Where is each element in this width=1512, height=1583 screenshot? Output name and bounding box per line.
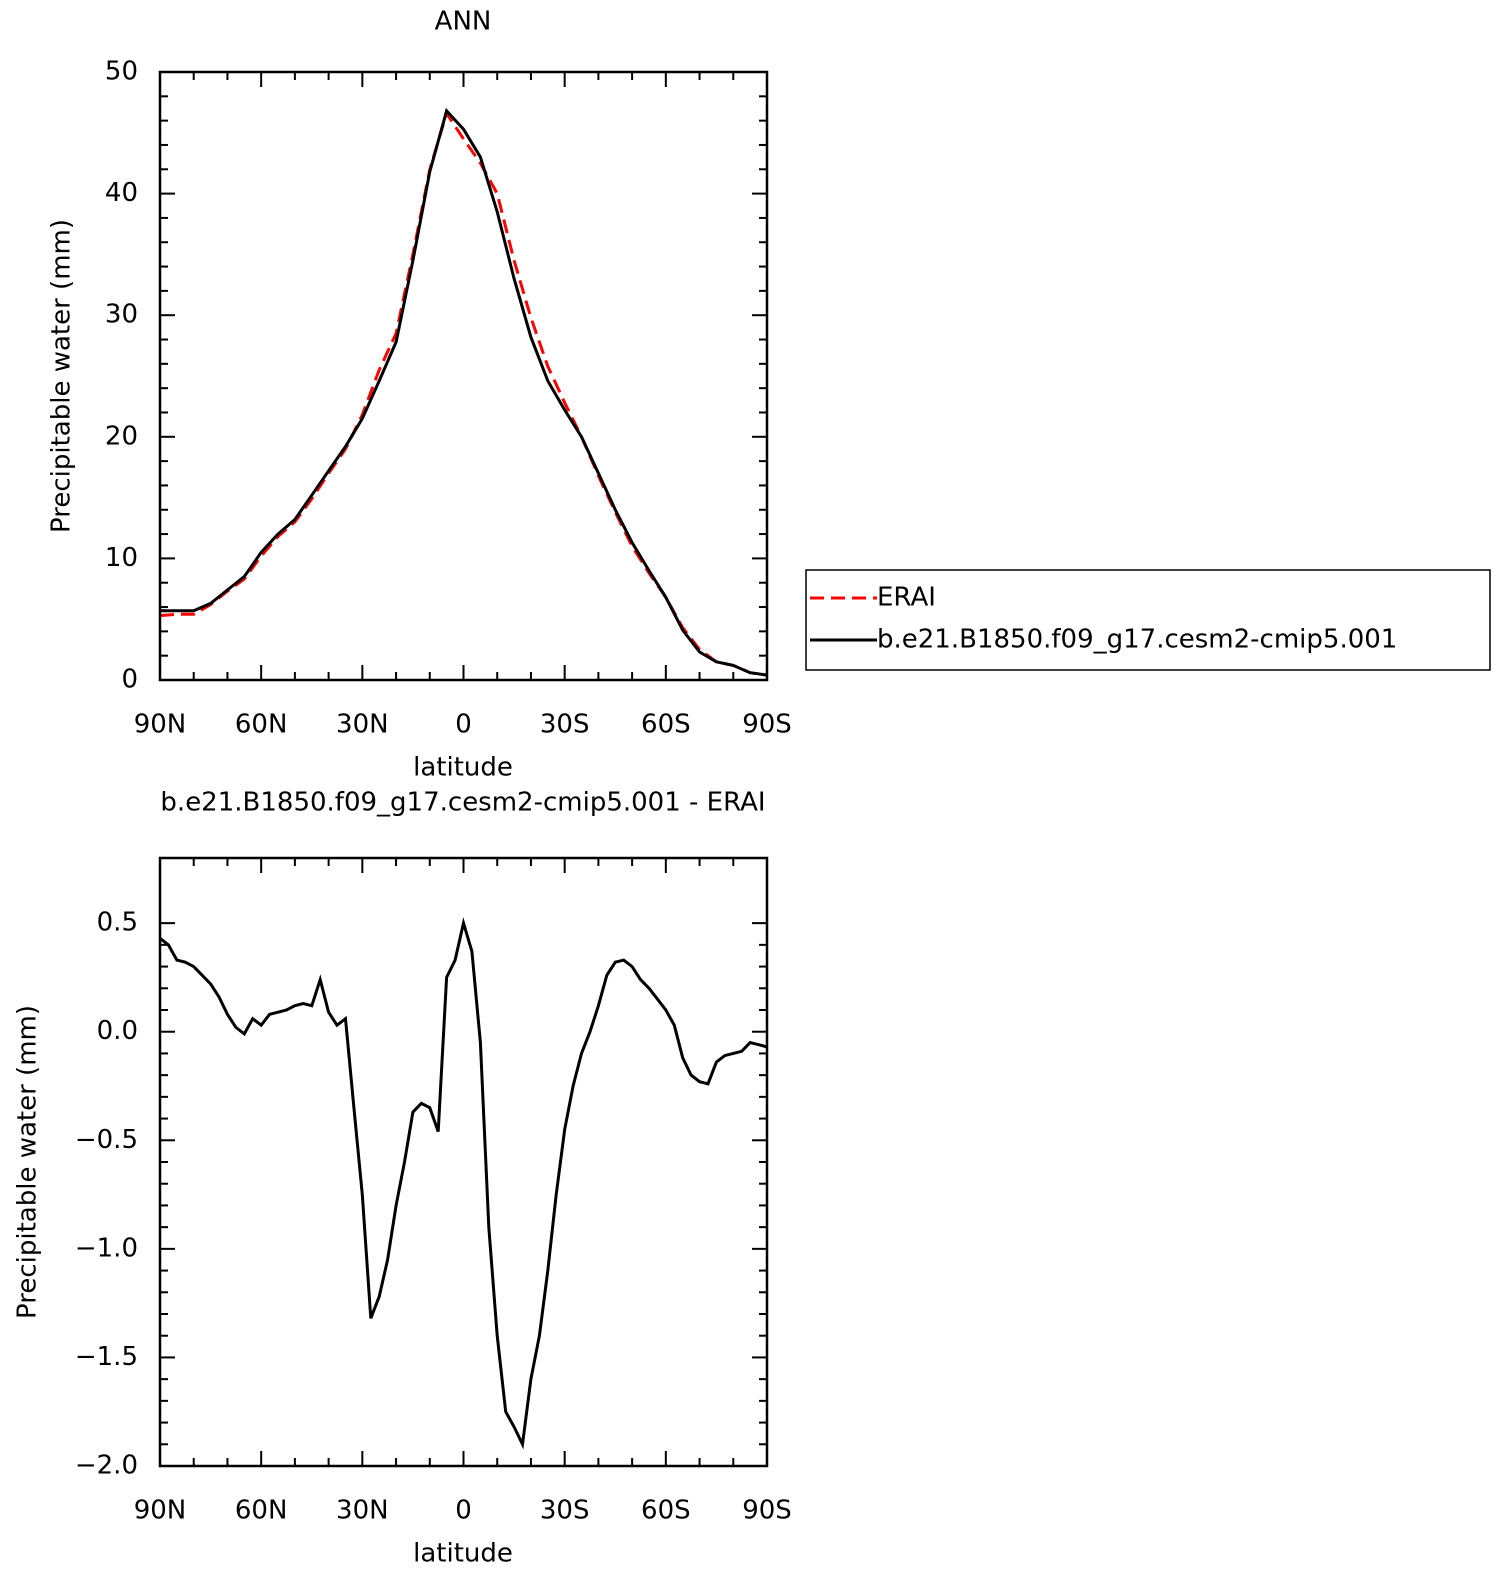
- y-tick-label: 10: [105, 543, 138, 573]
- x-tick-label: 90N: [134, 710, 187, 740]
- y-tick-label: 0.0: [97, 1016, 138, 1046]
- x-tick-label: 60N: [235, 710, 288, 740]
- plot-frame: [158, 70, 769, 682]
- x-tick-label: 90S: [742, 710, 792, 740]
- y-tick-label: 0: [121, 665, 138, 695]
- y-tick-label: −1.5: [75, 1342, 138, 1372]
- chart-title: b.e21.B1850.f09_g17.cesm2-cmip5.001 - ER…: [160, 788, 765, 818]
- legend-label: ERAI: [877, 583, 936, 613]
- x-axis-label: latitude: [413, 753, 513, 783]
- legend-label: b.e21.B1850.f09_g17.cesm2-cmip5.001: [877, 625, 1397, 655]
- y-tick-label: −2.0: [75, 1451, 138, 1481]
- x-tick-label: 90S: [742, 1496, 792, 1526]
- y-tick-label: 50: [105, 57, 138, 87]
- y-tick-label: 0.5: [97, 908, 138, 938]
- y-axis-label: Precipitable water (mm): [13, 1005, 43, 1319]
- y-axis-label: Precipitable water (mm): [47, 219, 77, 533]
- x-tick-label: 0: [455, 710, 472, 740]
- y-tick-label: −1.0: [75, 1233, 138, 1263]
- x-tick-label: 60S: [641, 1496, 691, 1526]
- y-tick-label: 20: [105, 421, 138, 451]
- legend-box: [805, 569, 1491, 671]
- x-tick-label: 0: [455, 1496, 472, 1526]
- x-tick-label: 30N: [336, 1496, 389, 1526]
- y-tick-label: 40: [105, 178, 138, 208]
- plot-frame: [158, 856, 769, 1468]
- chart-title: ANN: [435, 7, 492, 37]
- x-tick-label: 30S: [540, 1496, 590, 1526]
- x-axis-label: latitude: [413, 1539, 513, 1569]
- x-tick-label: 90N: [134, 1496, 187, 1526]
- y-tick-label: −0.5: [75, 1125, 138, 1155]
- x-tick-label: 60S: [641, 710, 691, 740]
- y-tick-label: 30: [105, 300, 138, 330]
- x-tick-label: 30S: [540, 710, 590, 740]
- x-tick-label: 60N: [235, 1496, 288, 1526]
- x-tick-label: 30N: [336, 710, 389, 740]
- data-line: [159, 109, 768, 677]
- data-line: [160, 107, 768, 677]
- data-line: [159, 917, 768, 1450]
